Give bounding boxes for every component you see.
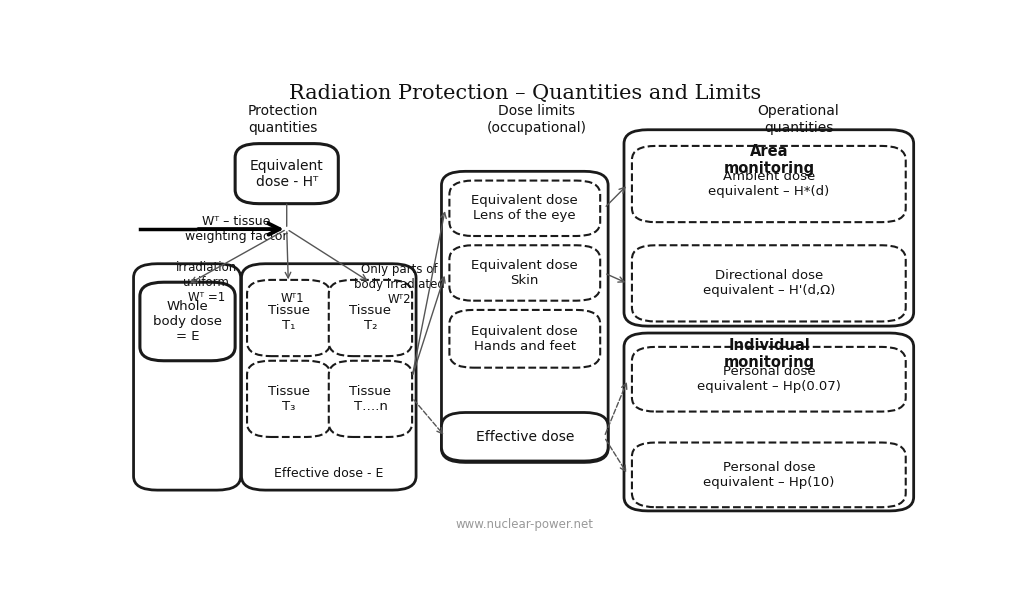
Text: Only parts of
body irradiated
Wᵀ2: Only parts of body irradiated Wᵀ2 [354, 263, 445, 306]
Text: Dose limits
(occupational): Dose limits (occupational) [486, 104, 587, 134]
FancyBboxPatch shape [624, 130, 913, 326]
Text: Radiation Protection – Quantities and Limits: Radiation Protection – Quantities and Li… [289, 83, 761, 103]
FancyBboxPatch shape [450, 181, 600, 236]
FancyBboxPatch shape [247, 280, 331, 356]
Text: Equivalent dose
Hands and feet: Equivalent dose Hands and feet [471, 325, 579, 353]
FancyBboxPatch shape [133, 264, 241, 490]
Text: Tissue
T₃: Tissue T₃ [267, 385, 309, 413]
FancyBboxPatch shape [450, 310, 600, 368]
Text: irradiation
uniform
Wᵀ =1: irradiation uniform Wᵀ =1 [176, 261, 237, 304]
Text: Wᵀ – tissue
weighting factor: Wᵀ – tissue weighting factor [185, 215, 288, 243]
Text: Protection
quantities: Protection quantities [248, 104, 317, 134]
Text: Personal dose
equivalent – Hp(10): Personal dose equivalent – Hp(10) [703, 461, 835, 489]
Text: www.nuclear-power.net: www.nuclear-power.net [456, 518, 594, 531]
FancyBboxPatch shape [632, 146, 905, 222]
FancyBboxPatch shape [632, 347, 905, 412]
FancyBboxPatch shape [441, 172, 608, 463]
FancyBboxPatch shape [624, 333, 913, 511]
Text: Operational
quantities: Operational quantities [758, 104, 840, 134]
FancyBboxPatch shape [632, 443, 905, 507]
FancyBboxPatch shape [247, 361, 331, 437]
Text: Directional dose
equivalent – H'(d,Ω): Directional dose equivalent – H'(d,Ω) [702, 269, 835, 298]
FancyBboxPatch shape [329, 361, 412, 437]
FancyBboxPatch shape [242, 264, 416, 490]
Text: Equivalent dose
Lens of the eye: Equivalent dose Lens of the eye [471, 194, 579, 222]
FancyBboxPatch shape [441, 412, 608, 461]
Text: Area
monitoring: Area monitoring [724, 143, 815, 176]
Text: Personal dose
equivalent – Hp(0.07): Personal dose equivalent – Hp(0.07) [697, 365, 841, 393]
FancyBboxPatch shape [450, 245, 600, 301]
FancyBboxPatch shape [236, 143, 338, 203]
FancyBboxPatch shape [140, 282, 236, 361]
Text: Effective dose: Effective dose [475, 430, 574, 444]
Text: Wᵀ1: Wᵀ1 [281, 292, 304, 305]
Text: Tissue
T₁: Tissue T₁ [267, 304, 309, 332]
Text: Equivalent dose
Skin: Equivalent dose Skin [471, 259, 579, 287]
Text: Tissue
T₂: Tissue T₂ [349, 304, 391, 332]
Text: Individual
monitoring: Individual monitoring [724, 338, 815, 370]
FancyBboxPatch shape [329, 280, 412, 356]
Text: Effective dose - E: Effective dose - E [274, 467, 383, 479]
FancyBboxPatch shape [632, 245, 905, 322]
Text: Ambient dose
equivalent – H*(d): Ambient dose equivalent – H*(d) [709, 170, 829, 198]
Text: Equivalent
dose - Hᵀ: Equivalent dose - Hᵀ [250, 158, 324, 189]
Text: Whole
body dose
= E: Whole body dose = E [153, 300, 222, 343]
Text: Tissue
T….n: Tissue T….n [349, 385, 391, 413]
